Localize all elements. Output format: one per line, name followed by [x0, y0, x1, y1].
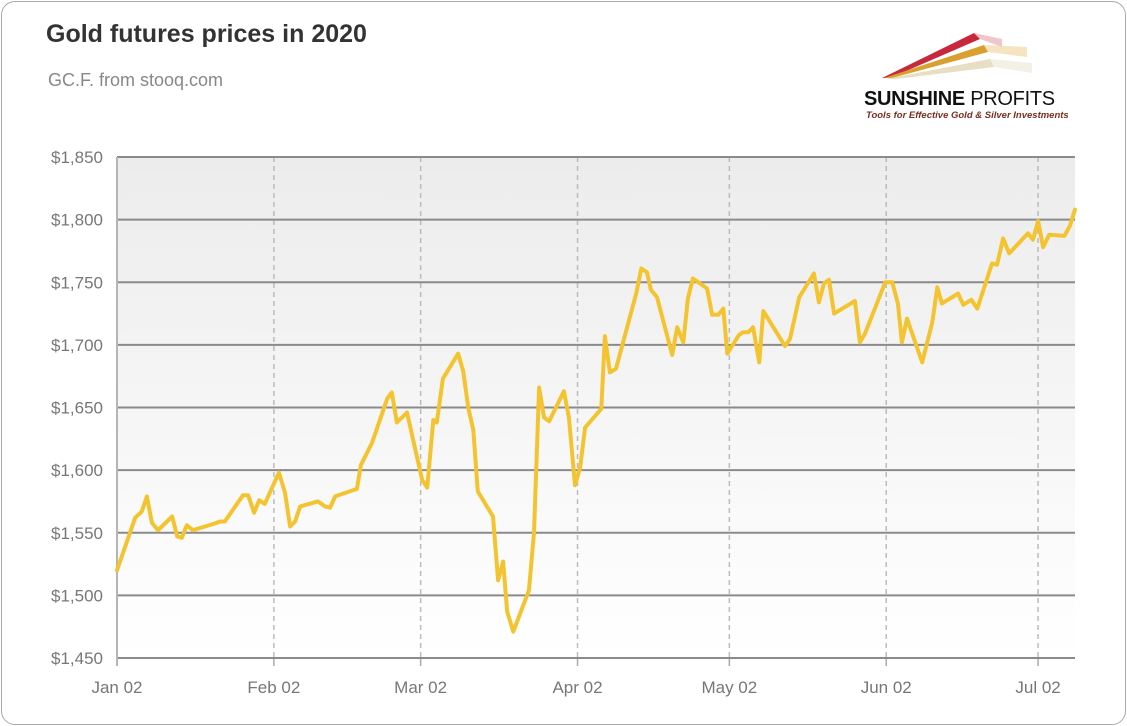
x-tick-label: May 02 [701, 678, 757, 697]
sunshine-profits-logo: SUNSHINE PROFITS Tools for Effective Gol… [862, 25, 1077, 125]
chart-subtitle: GC.F. from stooq.com [48, 70, 224, 90]
logo-name-bold: SUNSHINE [864, 88, 965, 110]
x-tick-label: Jan 02 [91, 678, 142, 697]
x-tick-label: Jun 02 [861, 678, 912, 697]
y-tick-label: $1,650 [51, 399, 103, 418]
logo-tagline: Tools for Effective Gold & Silver Invest… [866, 110, 1069, 121]
logo-name-regular: PROFITS [970, 88, 1055, 110]
y-tick-label: $1,500 [51, 586, 103, 605]
y-tick-label: $1,450 [51, 649, 103, 668]
x-tick-label: Feb 02 [247, 678, 300, 697]
logo-rays-icon [882, 33, 1032, 79]
chart-title: Gold futures prices in 2020 [46, 20, 367, 48]
y-tick-label: $1,800 [51, 211, 103, 230]
y-tick-label: $1,850 [51, 148, 103, 167]
y-tick-label: $1,600 [51, 461, 103, 480]
x-tick-label: Mar 02 [394, 678, 447, 697]
logo-name: SUNSHINE PROFITS [864, 88, 1055, 111]
y-tick-label: $1,750 [51, 273, 103, 292]
y-tick-label: $1,550 [51, 524, 103, 543]
x-tick-label: Apr 02 [552, 678, 602, 697]
y-tick-label: $1,700 [51, 336, 103, 355]
x-tick-label: Jul 02 [1015, 678, 1060, 697]
series-line-gc-f [115, 207, 1077, 634]
